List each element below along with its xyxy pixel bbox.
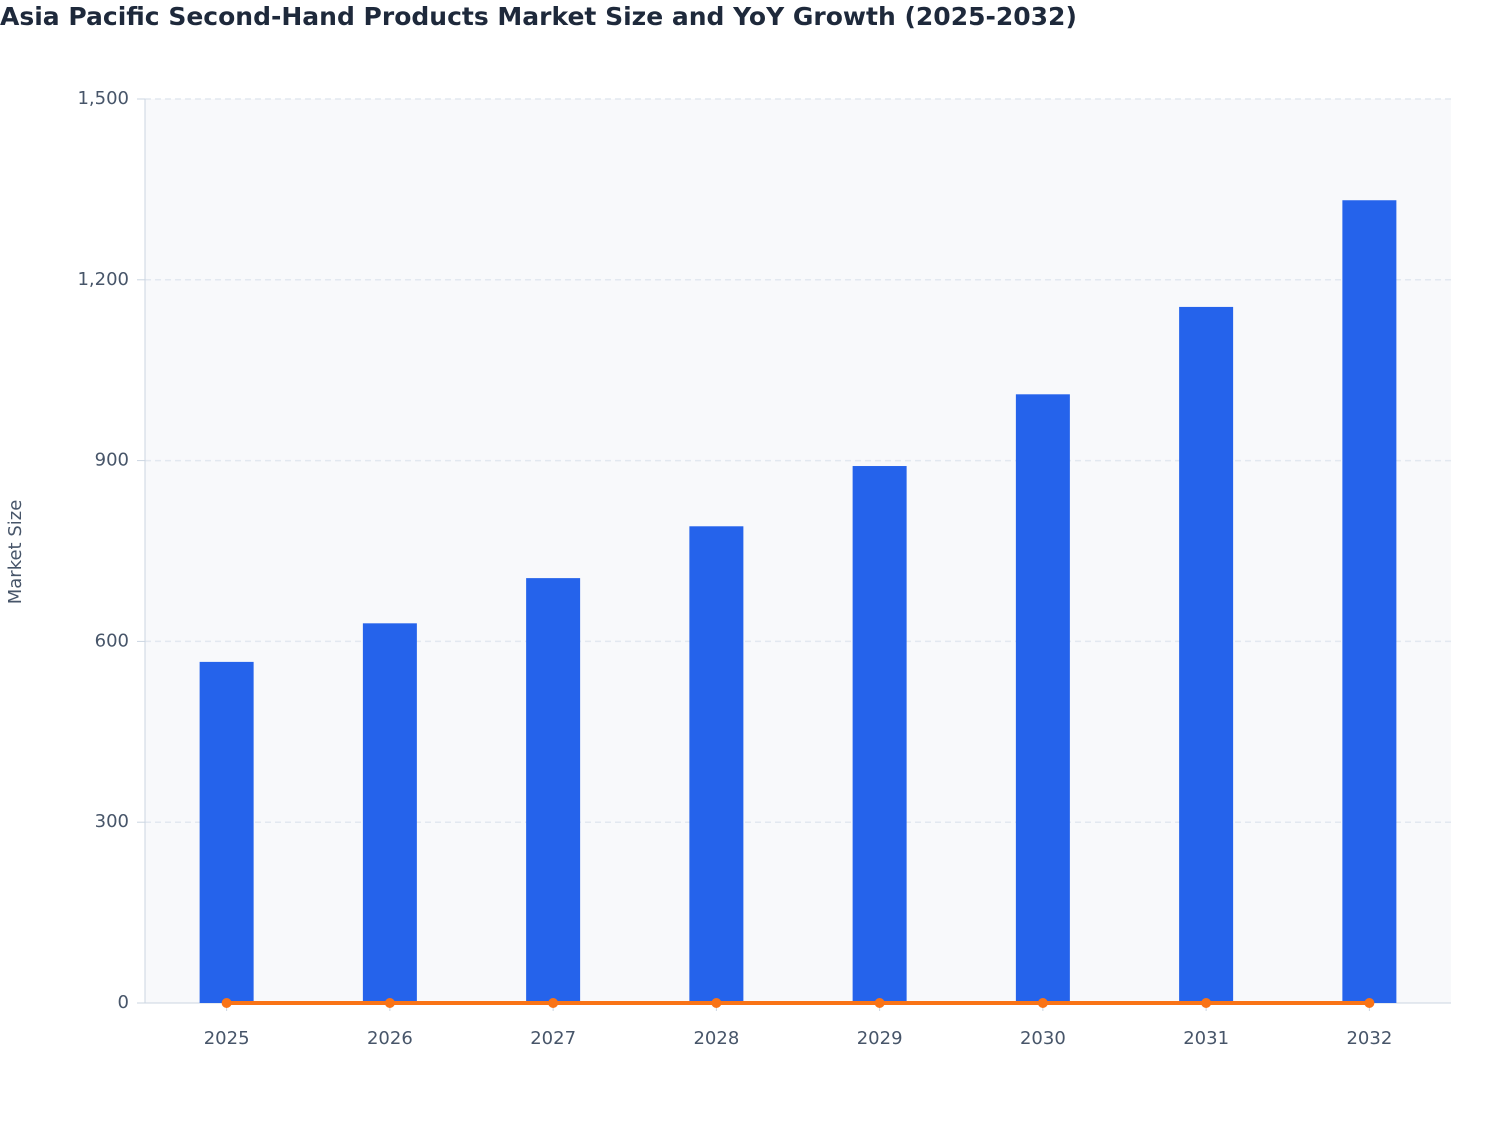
bar xyxy=(1179,306,1234,1003)
point xyxy=(874,998,885,1008)
chart-title: Asia Pacific Second-Hand Products Market… xyxy=(0,2,1077,31)
point xyxy=(221,998,232,1008)
y-tick-label: 1,500 xyxy=(77,88,129,109)
x-tick-label: 2032 xyxy=(1346,1028,1392,1049)
point xyxy=(711,998,722,1008)
bar xyxy=(1015,394,1070,1004)
point xyxy=(1201,998,1212,1008)
x-tick-label: 2025 xyxy=(204,1028,250,1049)
x-tick-label: 2031 xyxy=(1183,1028,1229,1049)
y-tick-label: 0 xyxy=(118,992,129,1013)
x-tick-label: 2027 xyxy=(530,1028,576,1049)
bar xyxy=(1342,200,1397,1004)
y-tick-label: 1,200 xyxy=(77,269,129,290)
point xyxy=(384,998,395,1008)
bar xyxy=(689,526,744,1003)
x-tick-label: 2029 xyxy=(857,1028,903,1049)
y-tick-label: 900 xyxy=(95,450,129,471)
point xyxy=(548,998,559,1008)
y-axis-label: Market Size xyxy=(5,500,26,605)
bar xyxy=(199,661,254,1003)
point xyxy=(1364,998,1375,1008)
plot-area xyxy=(145,99,1451,1003)
y-tick-label: 300 xyxy=(95,811,129,832)
bar xyxy=(526,578,581,1003)
x-tick-label: 2028 xyxy=(693,1028,739,1049)
bar xyxy=(852,466,907,1003)
x-tick-label: 2030 xyxy=(1020,1028,1066,1049)
bar xyxy=(362,623,417,1003)
y-tick-label: 600 xyxy=(95,630,129,651)
point xyxy=(1037,998,1048,1008)
x-tick-label: 2026 xyxy=(367,1028,413,1049)
